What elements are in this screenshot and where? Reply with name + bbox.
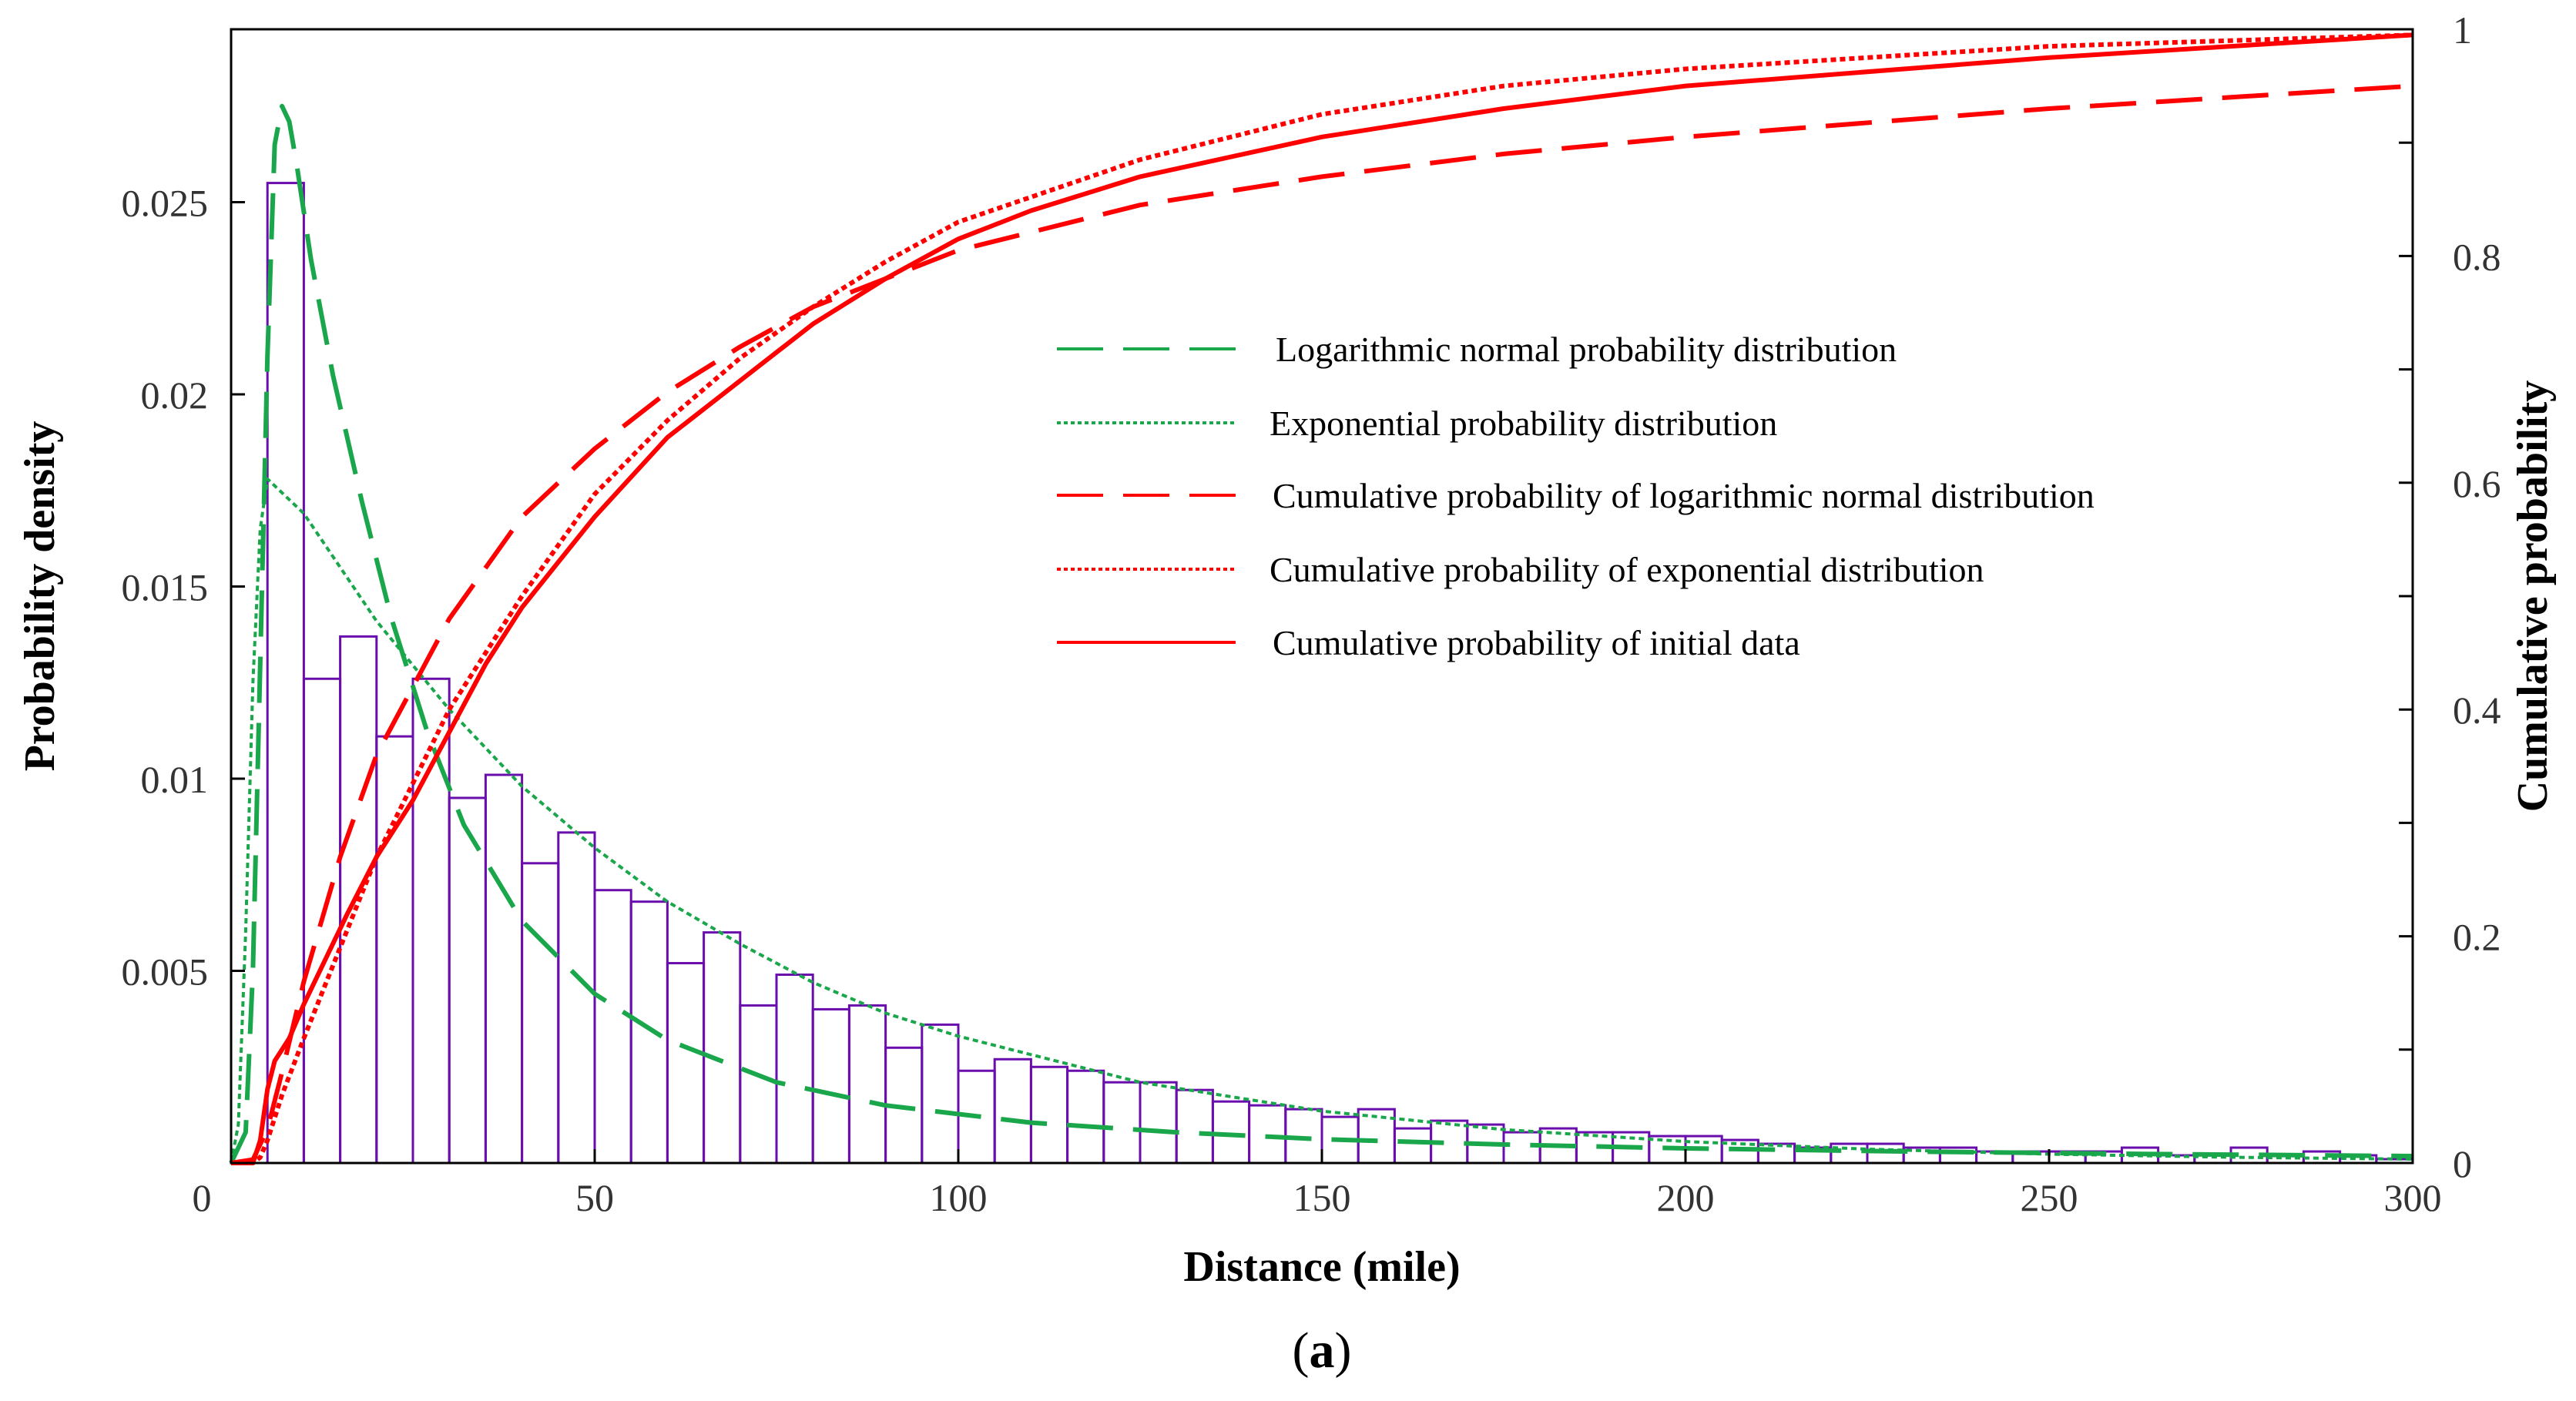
lognormal-pdf-curve [229,103,2413,1165]
figure-caption: (a) [1293,1322,1352,1379]
y-left-axis-title: Probability density [16,421,64,772]
caption-open: ( [1293,1322,1310,1379]
exponential-cdf-curve [231,32,2413,1165]
distribution-curves [229,32,2413,1165]
x-tick-label: 100 [930,1176,988,1219]
legend-label-initial-data-cdf: Cumulative probability of initial data [1273,623,1800,662]
x-tick-label: 0 [193,1176,212,1219]
y-left-tick-label: 0.015 [122,566,209,609]
x-tick-label: 300 [2384,1176,2442,1219]
y-right-axis-title: Cumulative probability [2509,380,2557,813]
y-left-tick-label: 0.005 [122,950,209,994]
y-right-tick-label: 0.6 [2453,462,2501,505]
y-right-tick-label: 0 [2453,1142,2472,1185]
legend: Logarithmic normal probability distribut… [1057,330,2095,662]
x-tick-label: 50 [575,1176,614,1219]
initial-data-cdf-curve [231,32,2413,1165]
caption-letter: a [1310,1322,1335,1379]
y-right-tick-label: 1 [2453,8,2472,52]
x-tick-label: 150 [1293,1176,1351,1219]
caption-close: ) [1335,1322,1352,1379]
y-right-tick-label: 0.4 [2453,689,2501,732]
y-right-tick-labels: 0 0.2 0.4 0.6 0.8 1 [2453,8,2501,1185]
y-left-tick-label: 0.02 [141,374,209,417]
y-right-tick-label: 0.2 [2453,916,2501,959]
y-left-tick-labels: 0.005 0.01 0.015 0.02 0.025 [122,182,209,994]
legend-label-lognormal-cdf: Cumulative probability of logarithmic no… [1273,476,2095,515]
axis-ticks [230,28,2414,1165]
y-right-tick-label: 0.8 [2453,235,2501,278]
legend-label-exponential-cdf: Cumulative probability of exponential di… [1270,550,1984,589]
y-left-tick-label: 0.01 [141,758,209,801]
legend-label-lognormal-pdf: Logarithmic normal probability distribut… [1276,330,1897,369]
x-tick-labels: 0 50 100 150 200 250 300 [193,1176,2442,1219]
x-tick-label: 250 [2021,1176,2078,1219]
x-tick-label: 200 [1657,1176,1715,1219]
x-axis-title: Distance (mile) [1183,1243,1460,1291]
y-left-tick-label: 0.025 [122,182,209,225]
exponential-pdf-curve [230,477,2413,1164]
legend-label-exponential-pdf: Exponential probability distribution [1270,404,1777,443]
